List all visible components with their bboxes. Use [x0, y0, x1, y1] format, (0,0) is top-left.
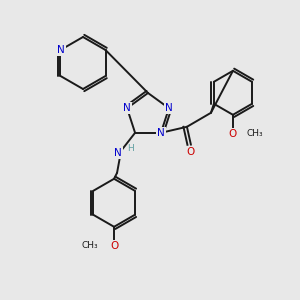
Text: O: O	[187, 147, 195, 157]
Text: CH₃: CH₃	[81, 241, 98, 250]
Text: O: O	[229, 129, 237, 139]
Text: N: N	[157, 128, 165, 138]
Text: N: N	[114, 148, 122, 158]
Text: N: N	[123, 103, 131, 113]
Text: N: N	[165, 103, 173, 113]
Text: CH₃: CH₃	[247, 129, 264, 138]
Text: N: N	[57, 45, 64, 55]
Text: H: H	[127, 144, 134, 153]
Text: O: O	[110, 241, 118, 251]
